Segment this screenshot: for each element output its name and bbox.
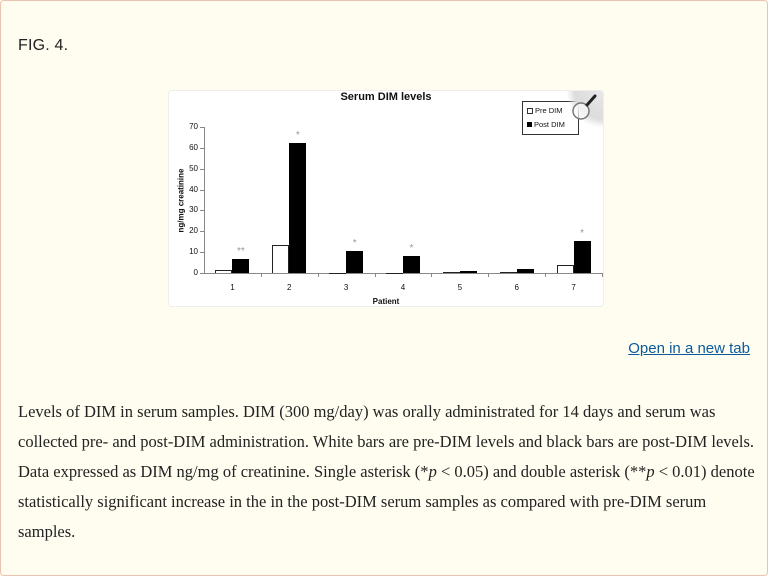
bar-post-dim	[289, 142, 307, 273]
legend-item-post: Post DIM	[527, 120, 565, 129]
magnifier-icon[interactable]	[567, 91, 603, 127]
bar-post-dim	[516, 268, 534, 273]
bar-pre-dim	[215, 269, 233, 273]
x-tick	[260, 273, 262, 277]
y-tick-label: 40	[189, 184, 198, 194]
x-tick-label: 3	[343, 283, 349, 292]
figure-label: FIG. 4.	[18, 37, 69, 54]
y-tick-label: 0	[193, 268, 198, 277]
x-tick-label: 6	[514, 283, 519, 292]
significance-marker: **	[237, 246, 245, 258]
y-tick	[200, 231, 204, 233]
legend-label-post: Post DIM	[534, 120, 565, 129]
caption-text-3: < 0.01) denote statistically significant…	[18, 462, 755, 541]
y-tick	[200, 168, 204, 170]
bar-pre-dim	[499, 271, 517, 273]
x-tick-label: 4	[400, 283, 406, 292]
x-tick	[431, 273, 433, 277]
caption-italic-p-1: p	[428, 462, 437, 481]
significance-marker: *	[580, 227, 585, 239]
significance-marker: *	[409, 243, 414, 255]
y-tick-label: 20	[189, 226, 198, 236]
significance-marker: *	[295, 129, 300, 141]
x-tick	[374, 273, 376, 277]
chart-title: Serum DIM levels	[340, 91, 432, 103]
y-tick	[200, 189, 204, 191]
bar-pre-dim	[556, 264, 574, 273]
x-axis	[204, 273, 602, 274]
y-tick	[200, 210, 204, 212]
open-in-new-tab-link[interactable]: Open in a new tab	[628, 340, 750, 357]
bar-pre-dim	[442, 272, 460, 273]
x-axis-label: Patient	[372, 297, 400, 306]
y-tick-label: 70	[189, 122, 198, 131]
legend-swatch-post	[527, 122, 532, 127]
bar-post-dim	[573, 240, 591, 273]
legend-swatch-pre	[527, 107, 533, 114]
plot-area: 0 10 20 30 40 50 60 70 1 ** 2 * 3 * 4 * 5 6 7 *	[189, 122, 603, 292]
chart-image[interactable]: Serum DIM levels ng/mg creatinine 0 10 20 3…	[168, 90, 604, 307]
caption-text-2: < 0.05) and double asterisk (**	[436, 462, 647, 481]
x-tick	[602, 273, 603, 277]
y-tick-label: 60	[189, 142, 198, 152]
figure-caption: Levels of DIM in serum samples. DIM (300…	[18, 397, 758, 547]
x-tick-label: 5	[457, 283, 463, 292]
bar-post-dim	[459, 270, 477, 273]
y-tick-label: 50	[189, 163, 198, 173]
caption-text-1: Levels of DIM in serum samples. DIM (300…	[18, 402, 754, 481]
legend-item-pre: Pre DIM	[527, 106, 563, 115]
bar-post-dim	[403, 256, 420, 273]
y-tick	[200, 273, 204, 274]
bar-pre-dim	[386, 273, 403, 274]
x-tick-label: 2	[287, 283, 292, 292]
legend-label-pre: Pre DIM	[535, 106, 563, 115]
y-axis	[204, 127, 205, 273]
x-tick	[317, 273, 319, 277]
y-tick-label: 30	[189, 205, 198, 215]
bar-post-dim	[346, 251, 364, 273]
y-tick	[200, 127, 204, 128]
magnifier-icon-glyph	[572, 94, 597, 120]
significance-marker: *	[352, 238, 357, 250]
x-tick	[488, 273, 490, 277]
y-tick-label: 10	[189, 247, 198, 257]
x-tick-label: 1	[230, 283, 235, 292]
y-tick	[200, 252, 204, 254]
bar-pre-dim	[272, 244, 290, 273]
y-tick	[200, 147, 204, 149]
bar-pre-dim	[329, 273, 347, 274]
bar-post-dim	[232, 259, 250, 273]
x-tick	[545, 273, 547, 277]
caption-italic-p-2: p	[646, 462, 655, 481]
x-tick-label: 7	[571, 283, 576, 292]
